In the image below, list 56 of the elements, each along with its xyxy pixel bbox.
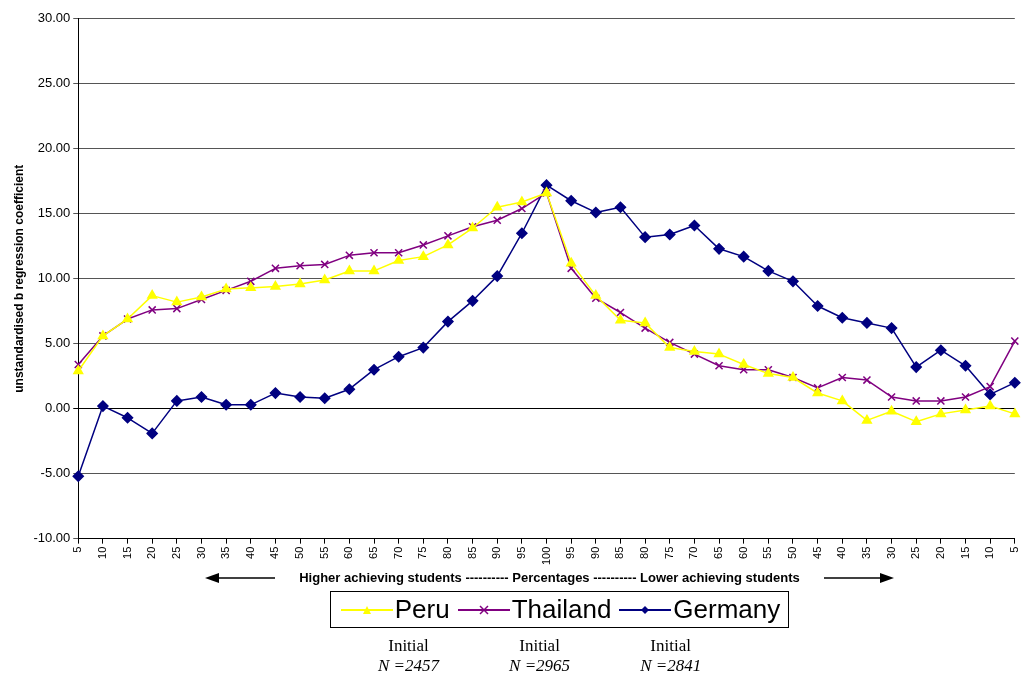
- x-tick-label: 95: [564, 546, 577, 559]
- x-tick-label: 80: [440, 546, 453, 559]
- x-tick-label: 40: [835, 546, 848, 559]
- x-tick-label: 90: [490, 546, 503, 559]
- y-axis-title: unstandardised b regression coefficient: [11, 164, 26, 393]
- y-tick-label: 30.00: [37, 10, 71, 26]
- x-tick-label: 95: [514, 546, 527, 559]
- x-tick-label: 20: [933, 546, 946, 559]
- x-tick-label: 85: [613, 546, 626, 559]
- y-tick-label: 15.00: [37, 205, 71, 221]
- text: Initial N =2841: [640, 636, 702, 676]
- x-tick-label: 100: [539, 546, 552, 566]
- x-tick-label: 15: [120, 546, 133, 559]
- x-tick-label: 60: [736, 546, 749, 559]
- x-tick-label: 5: [1007, 546, 1020, 553]
- x-tick-label: 85: [465, 546, 478, 559]
- x-tick-label: 80: [638, 546, 651, 559]
- x-tick-label: 30: [884, 546, 897, 559]
- x-tick-label: 55: [317, 546, 330, 559]
- x-tick-label: 65: [712, 546, 725, 559]
- x-tick-label: 60: [342, 546, 355, 559]
- x-tick-label: 45: [268, 546, 281, 559]
- x-tick-label: 70: [687, 546, 700, 559]
- x-tick-label: 20: [145, 546, 158, 559]
- x-tick-label: 35: [859, 546, 872, 559]
- y-tick-label: 0.00: [44, 400, 71, 416]
- y-tick-label: 20.00: [37, 140, 71, 156]
- x-tick-label: 35: [219, 546, 232, 559]
- text: Initial N =2965: [509, 636, 571, 676]
- x-tick-label: 10: [983, 546, 996, 559]
- x-tick-label: 10: [95, 546, 108, 559]
- x-tick-label: 40: [243, 546, 256, 559]
- x-tick-label: 45: [810, 546, 823, 559]
- y-tick-label: 25.00: [37, 75, 71, 91]
- text: Initial N =2457: [378, 636, 440, 676]
- y-tick-label: -10.00: [33, 530, 71, 546]
- x-tick-label: 50: [786, 546, 799, 559]
- y-tick-label: -5.00: [40, 465, 71, 481]
- x-tick-label: 65: [367, 546, 380, 559]
- x-tick-label: 15: [958, 546, 971, 559]
- x-tick-label: 70: [391, 546, 404, 559]
- x-tick-label: 5: [71, 546, 84, 553]
- legend-label: Peru: [393, 594, 450, 625]
- legend-label: Germany: [672, 594, 781, 625]
- x-axis-title: Higher achieving students ---------- Percentages ---------- Lower achieving students: [299, 570, 800, 585]
- x-tick-label: 25: [169, 546, 182, 559]
- y-tick-label: 5.00: [44, 335, 71, 351]
- x-tick-label: 55: [761, 546, 774, 559]
- y-tick-label: 10.00: [37, 270, 71, 286]
- x-tick-label: 30: [194, 546, 207, 559]
- x-tick-label: 90: [588, 546, 601, 559]
- x-tick-label: 25: [909, 546, 922, 559]
- x-tick-label: 75: [416, 546, 429, 559]
- x-tick-label: 50: [293, 546, 306, 559]
- legend-label: Thailand: [510, 594, 612, 625]
- x-tick-label: 75: [662, 546, 675, 559]
